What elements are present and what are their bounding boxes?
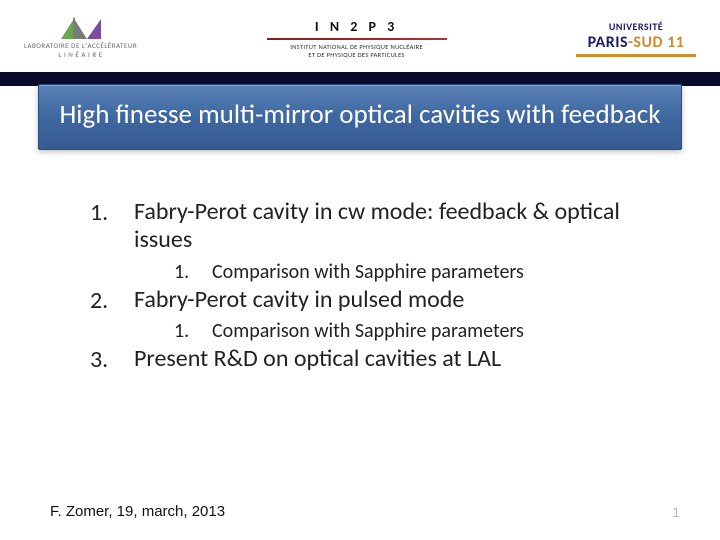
lal-text-1: LABORATOIRE DE L'ACCÉLÉRATEUR — [24, 41, 137, 50]
psud-main-a: PARIS — [588, 33, 628, 52]
lal-text-2: L I N É A I R E — [58, 50, 102, 59]
logo-lal: LABORATOIRE DE L'ACCÉLÉRATEUR L I N É A … — [24, 17, 137, 59]
slide-title: High finesse multi-mirror optical caviti… — [57, 99, 663, 131]
outline-num: 3. — [90, 345, 134, 374]
outline-item-1: 1. Fabry-Perot cavity in cw mode: feedba… — [90, 198, 650, 255]
psud-top: UNIVERSITÉ — [609, 20, 663, 33]
logo-in2p3: I N 2 P 3 INSTITUT NATIONAL DE PHYSIQUE … — [267, 18, 447, 59]
outline: 1. Fabry-Perot cavity in cw mode: feedba… — [90, 198, 650, 374]
outline-text: Fabry-Perot cavity in pulsed mode — [134, 286, 464, 314]
outline-subtext: Comparison with Sapphire parameters — [212, 260, 524, 284]
outline-text: Present R&D on optical cavities at LAL — [134, 345, 501, 373]
in2p3-sub2: ET DE PHYSIQUE DES PARTICULES — [308, 51, 404, 59]
outline-num: 1. — [90, 198, 134, 227]
psud-main: PARIS-SUD 11 — [588, 33, 685, 52]
psud-bar-icon — [576, 54, 696, 57]
in2p3-title: I N 2 P 3 — [315, 18, 398, 35]
logo-bar: LABORATOIRE DE L'ACCÉLÉRATEUR L I N É A … — [0, 0, 720, 72]
footer-author: F. Zomer, 19, march, 2013 — [50, 503, 225, 520]
outline-num: 2. — [90, 286, 134, 315]
in2p3-bar-icon — [267, 38, 447, 40]
outline-subnum: 1. — [174, 260, 212, 284]
outline-subitem-2-1: 1. Comparison with Sapphire parameters — [174, 319, 650, 343]
psud-main-b: -SUD 11 — [628, 33, 684, 52]
outline-text: Fabry-Perot cavity in cw mode: feedback … — [134, 198, 650, 253]
title-block: High finesse multi-mirror optical caviti… — [38, 84, 682, 150]
outline-item-2: 2. Fabry-Perot cavity in pulsed mode — [90, 286, 650, 316]
logo-paris-sud: UNIVERSITÉ PARIS-SUD 11 — [576, 20, 696, 57]
outline-subtext: Comparison with Sapphire parameters — [212, 319, 524, 343]
lal-mark-icon — [61, 17, 101, 39]
outline-subnum: 1. — [174, 319, 212, 343]
outline-subitem-1-1: 1. Comparison with Sapphire parameters — [174, 260, 650, 284]
page-number: 1 — [672, 504, 680, 520]
footer: F. Zomer, 19, march, 2013 1 — [50, 503, 680, 520]
in2p3-sub1: INSTITUT NATIONAL DE PHYSIQUE NUCLÉAIRE — [290, 43, 423, 51]
outline-item-3: 3. Present R&D on optical cavities at LA… — [90, 345, 650, 375]
